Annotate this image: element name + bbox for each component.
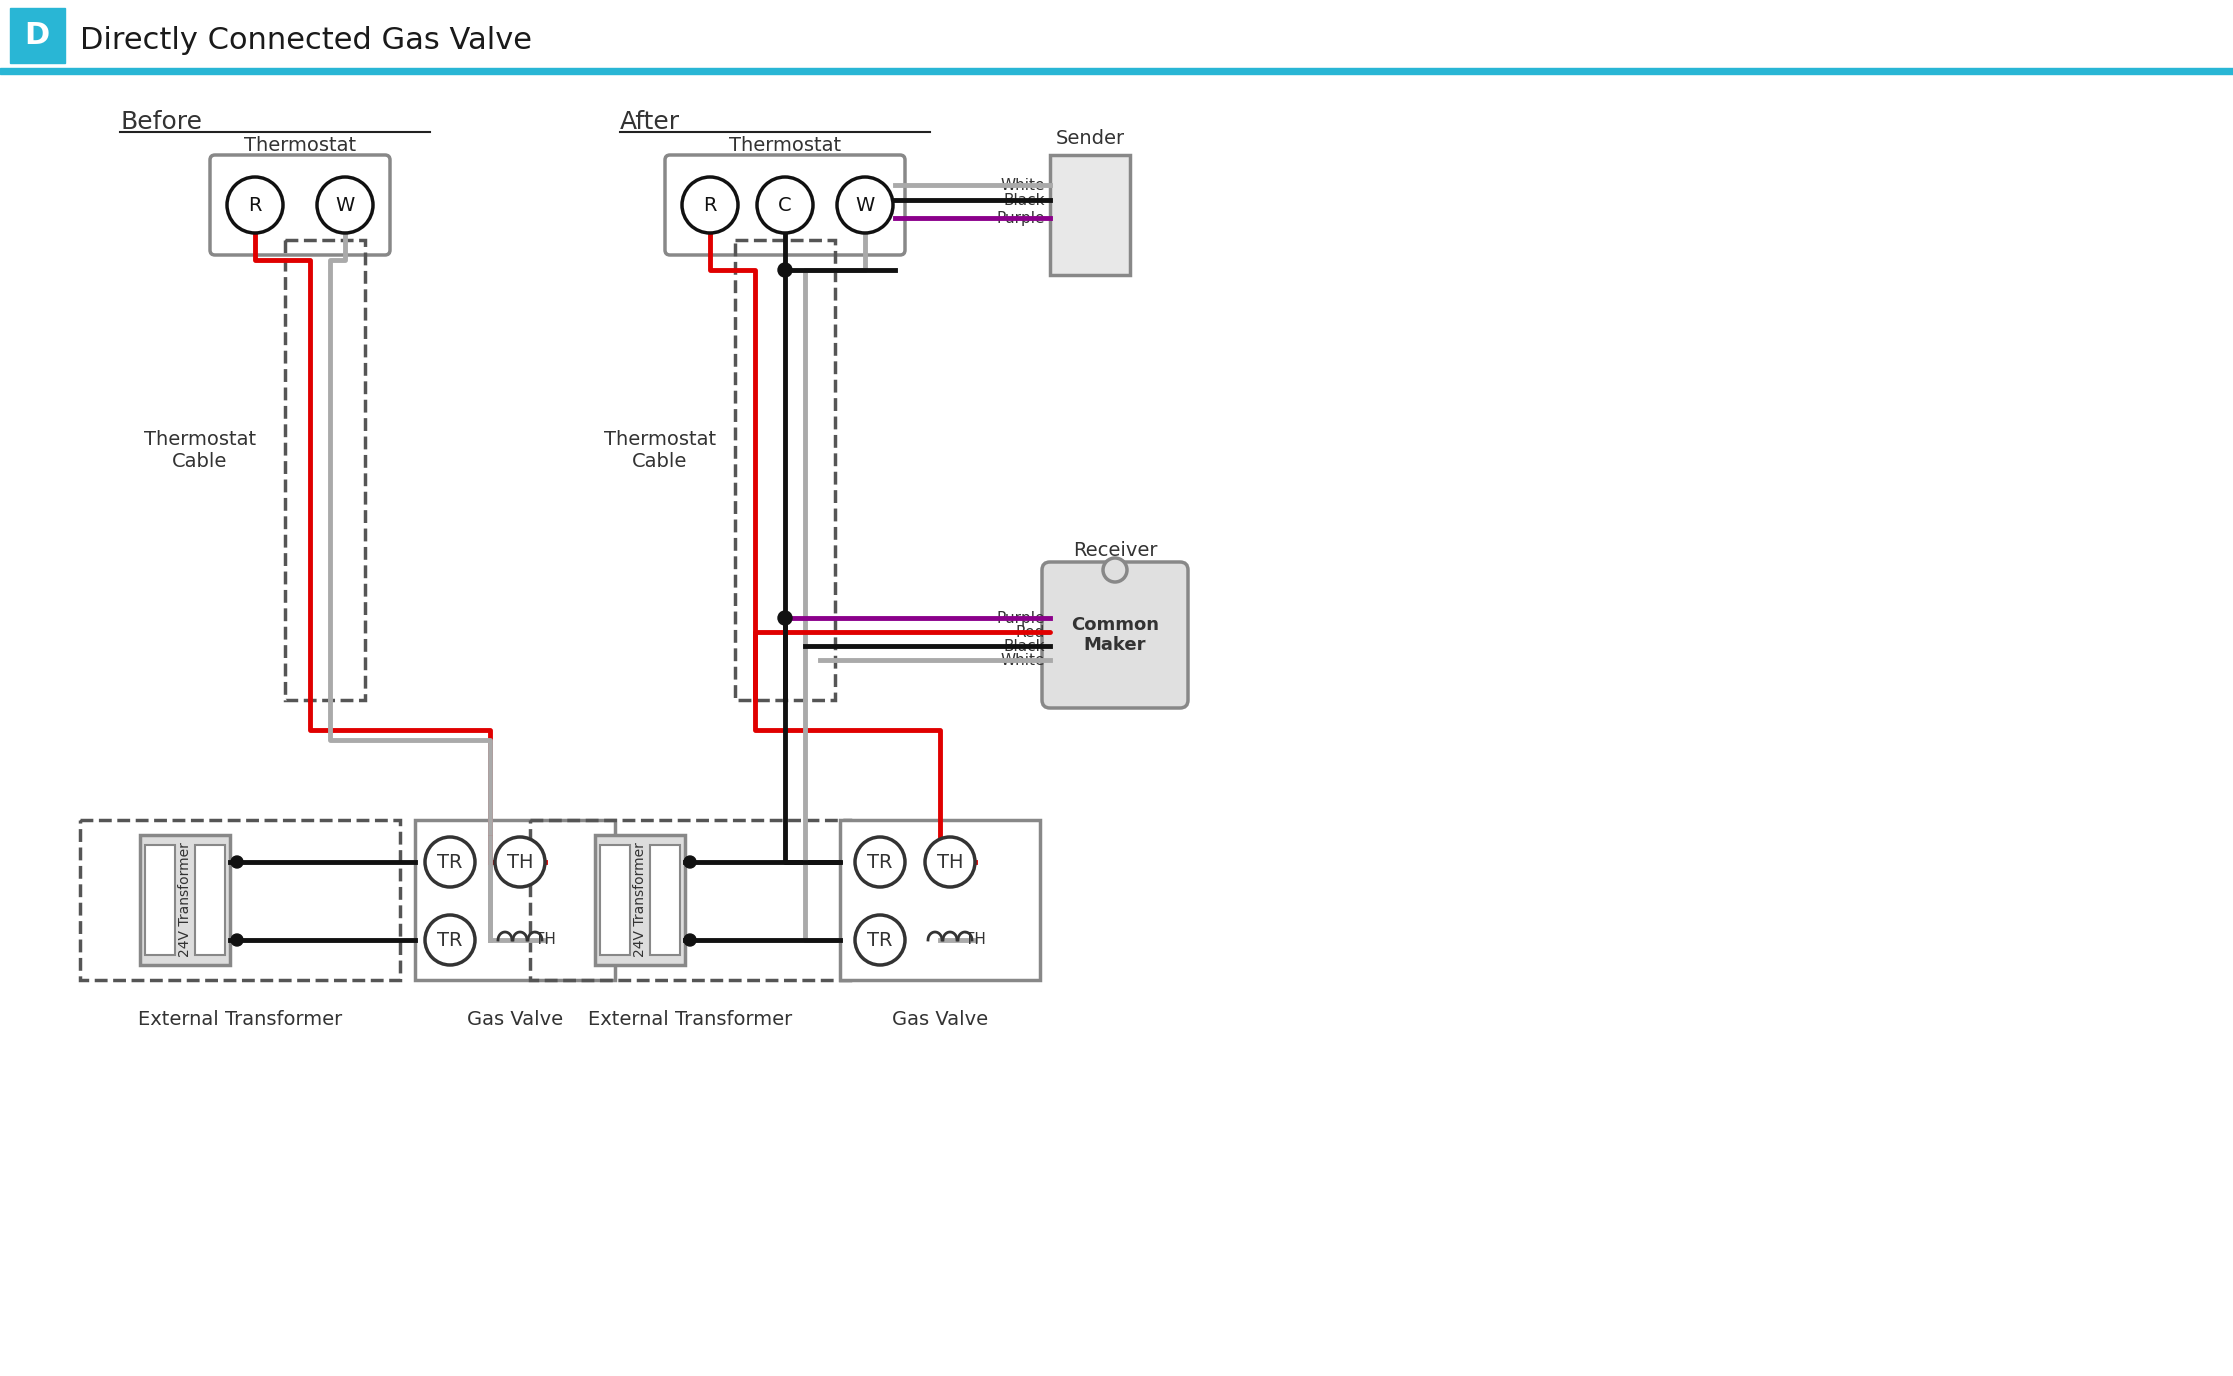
Circle shape [837, 178, 893, 233]
Circle shape [924, 837, 976, 888]
Text: TR: TR [438, 930, 462, 949]
Circle shape [855, 837, 904, 888]
Text: W: W [855, 195, 875, 215]
Text: TH: TH [938, 853, 962, 871]
Text: White: White [1000, 178, 1045, 193]
Text: Thermostat
Cable: Thermostat Cable [603, 429, 717, 471]
Text: Black: Black [1003, 193, 1045, 208]
Circle shape [424, 915, 476, 965]
Text: TH: TH [965, 933, 985, 948]
Text: Thermostat: Thermostat [243, 136, 355, 155]
Circle shape [683, 934, 697, 947]
Bar [286, 239, 364, 700]
Text: Gas Valve: Gas Valve [891, 1010, 987, 1029]
Text: TR: TR [866, 853, 893, 871]
Text: D: D [25, 21, 49, 50]
Circle shape [424, 837, 476, 888]
Bar [529, 820, 851, 980]
Text: TH: TH [534, 933, 556, 948]
Text: C: C [777, 195, 793, 215]
Bar [1050, 155, 1130, 275]
FancyBboxPatch shape [1043, 561, 1188, 709]
Text: TR: TR [438, 853, 462, 871]
Circle shape [228, 178, 284, 233]
Text: 24V Transformer: 24V Transformer [179, 842, 192, 958]
Circle shape [683, 856, 697, 868]
Circle shape [855, 915, 904, 965]
Text: Receiver: Receiver [1072, 541, 1157, 560]
Text: TH: TH [507, 853, 534, 871]
Bar [80, 820, 400, 980]
Text: TR: TR [866, 930, 893, 949]
Text: Gas Valve: Gas Valve [467, 1010, 563, 1029]
Circle shape [777, 611, 793, 625]
FancyBboxPatch shape [210, 155, 391, 255]
Text: Common
Maker: Common Maker [1072, 615, 1159, 655]
Bar [840, 820, 1041, 980]
Text: External Transformer: External Transformer [138, 1010, 342, 1029]
Bar [415, 820, 614, 980]
Text: Purple: Purple [996, 211, 1045, 226]
Text: Sender: Sender [1056, 129, 1125, 149]
Text: After: After [621, 110, 681, 133]
Bar [9, 8, 65, 63]
Circle shape [1103, 559, 1128, 582]
Circle shape [230, 856, 243, 868]
FancyBboxPatch shape [665, 155, 904, 255]
Bar [594, 835, 686, 965]
Circle shape [317, 178, 373, 233]
Text: R: R [703, 195, 717, 215]
Text: Before: Before [121, 110, 201, 133]
Circle shape [230, 934, 243, 947]
Bar [145, 845, 174, 955]
Circle shape [681, 178, 737, 233]
Bar [650, 845, 681, 955]
Text: R: R [248, 195, 261, 215]
Text: Thermostat
Cable: Thermostat Cable [143, 429, 257, 471]
Text: Black: Black [1003, 638, 1045, 654]
Text: External Transformer: External Transformer [587, 1010, 793, 1029]
Circle shape [757, 178, 813, 233]
Bar [0, 67, 2233, 74]
Circle shape [496, 837, 545, 888]
Bar [141, 835, 230, 965]
Text: Thermostat: Thermostat [728, 136, 842, 155]
Text: W: W [335, 195, 355, 215]
Text: Purple: Purple [996, 611, 1045, 626]
Bar [194, 845, 226, 955]
Text: White: White [1000, 652, 1045, 667]
Circle shape [777, 263, 793, 277]
Bar [601, 845, 630, 955]
Text: Red: Red [1016, 625, 1045, 640]
Text: Directly Connected Gas Valve: Directly Connected Gas Valve [80, 26, 531, 55]
Bar [735, 239, 835, 700]
Text: 24V Transformer: 24V Transformer [632, 842, 648, 958]
